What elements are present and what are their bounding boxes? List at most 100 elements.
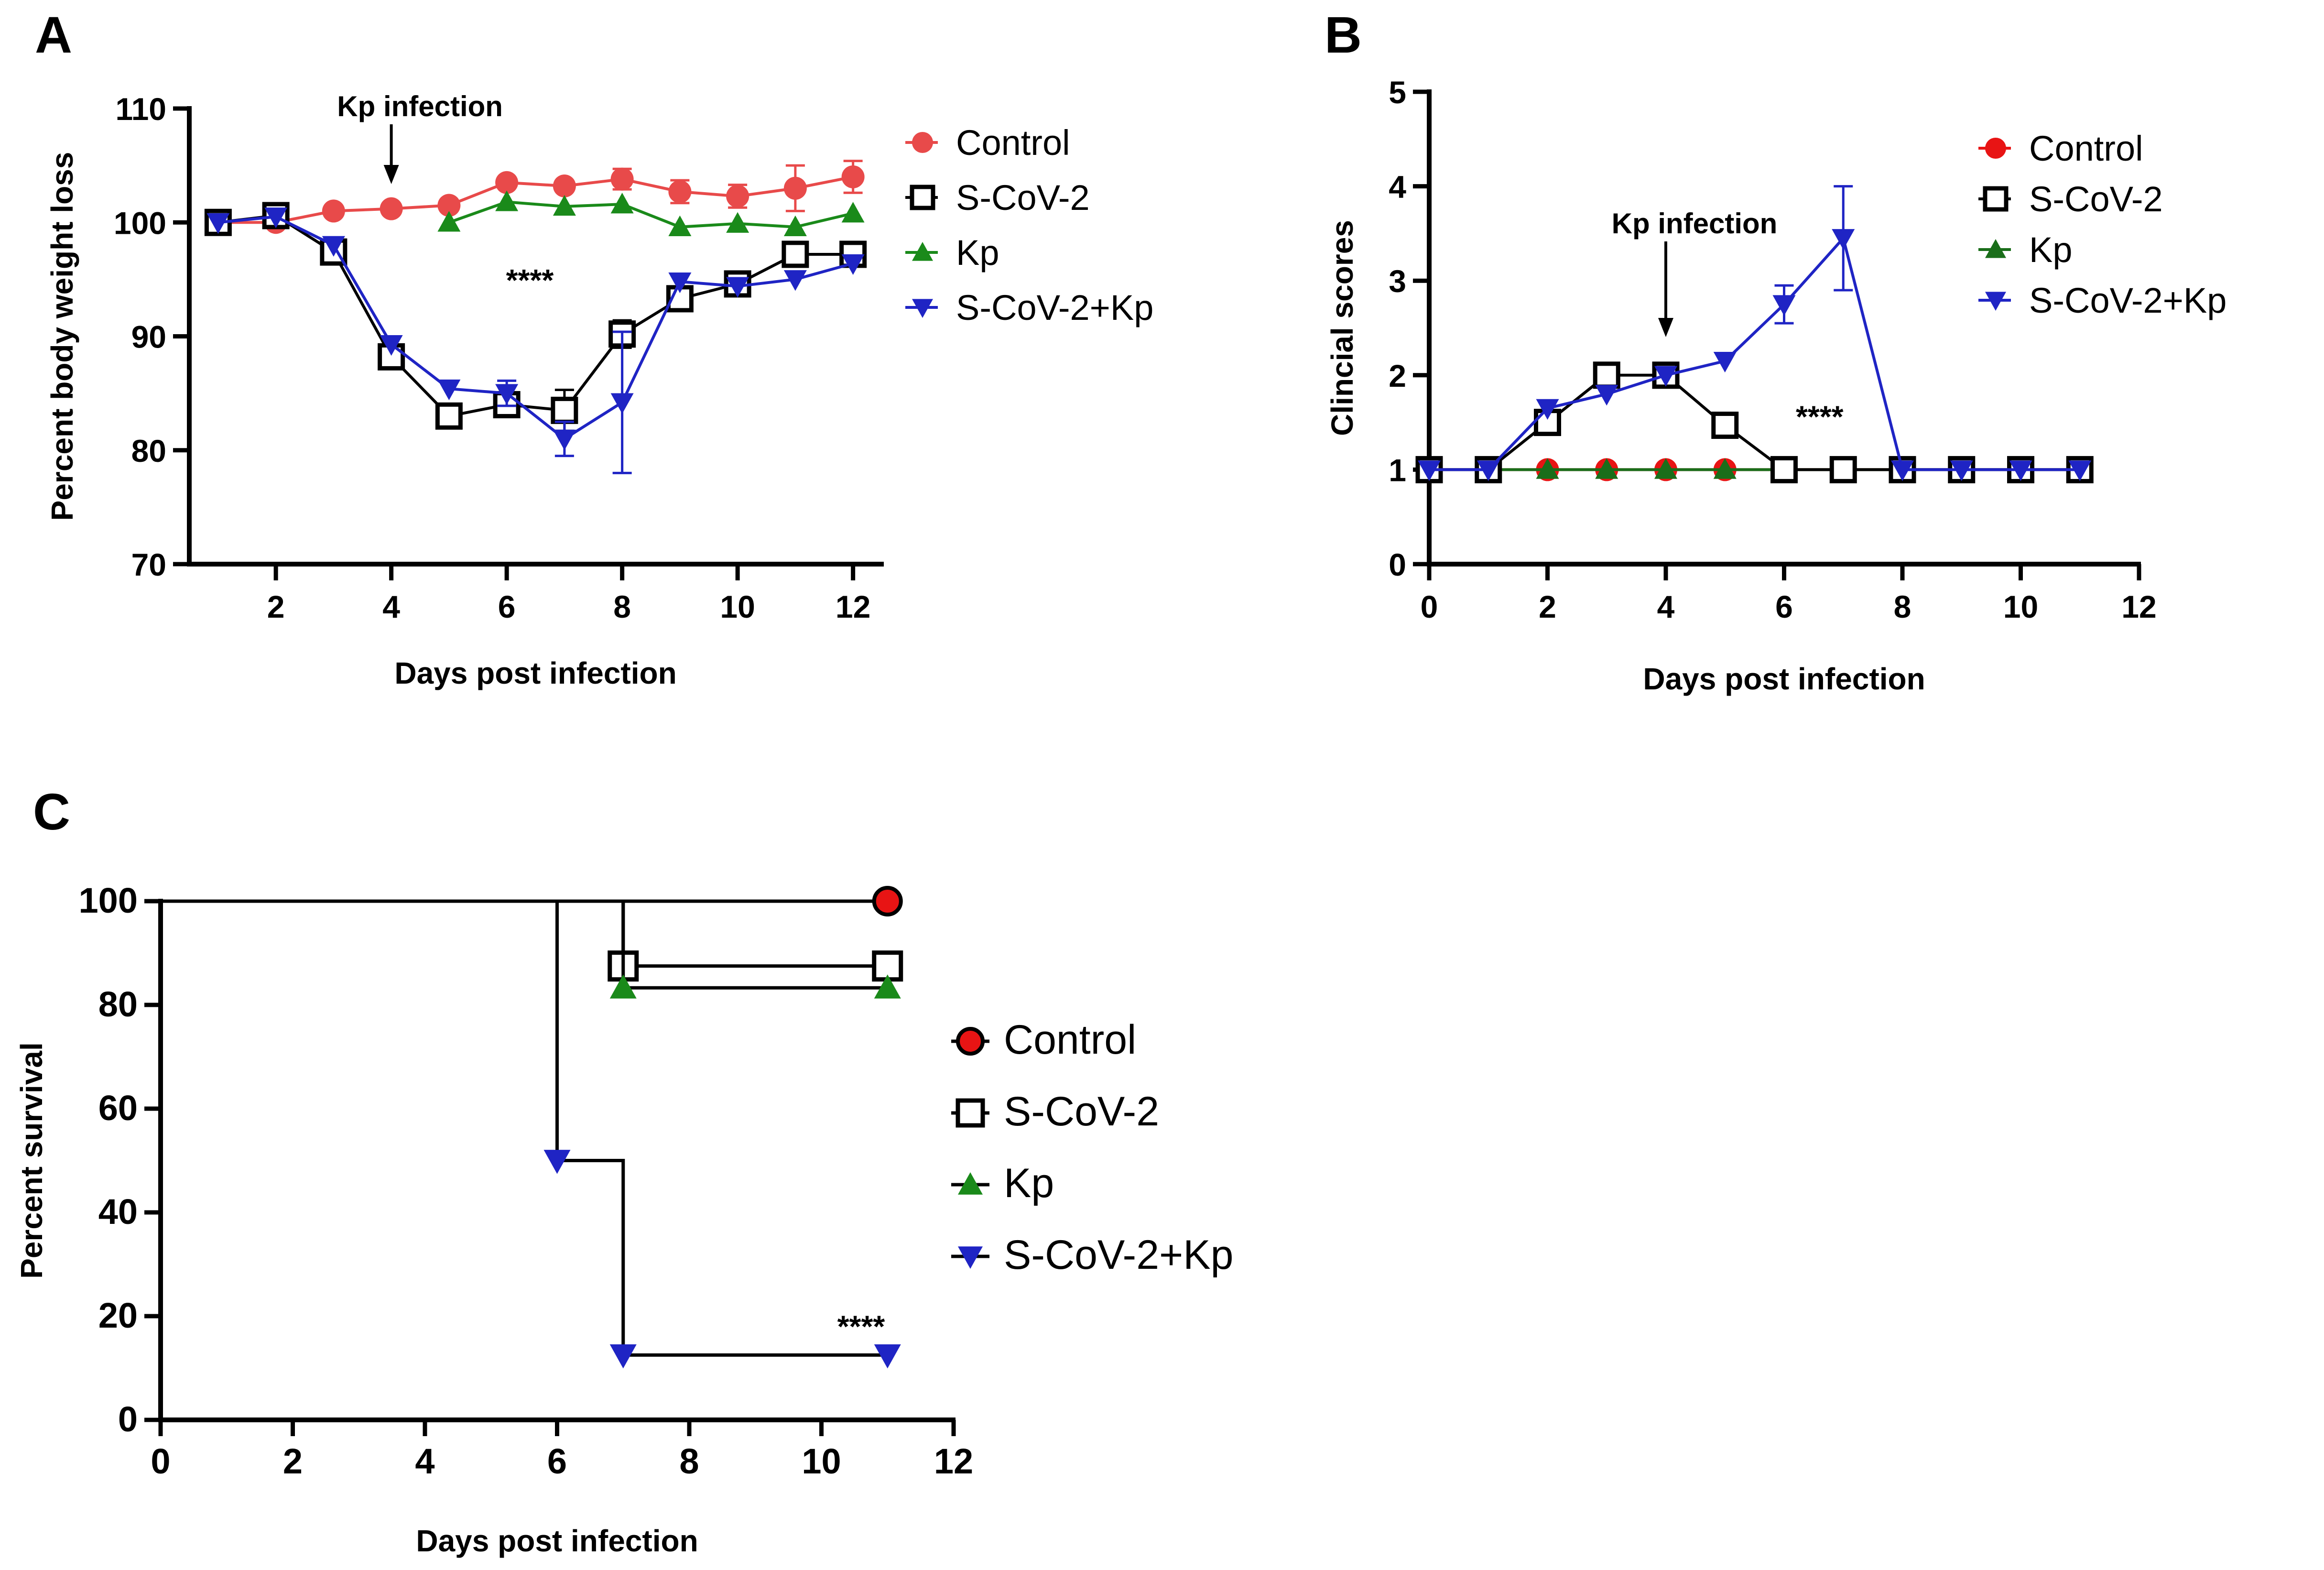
series-s-cov-2 (1415, 361, 2094, 483)
y-tick-label: 100 (79, 881, 138, 920)
y-axis-title: Percent body weight loss (45, 152, 79, 521)
legend-item-control: Control (951, 1017, 1136, 1063)
legend-label: Control (1004, 1017, 1136, 1063)
data-point (783, 176, 807, 200)
x-tick-label: 0 (1421, 589, 1438, 624)
panel-letter: B (1325, 6, 1362, 64)
significance-mark: **** (506, 263, 554, 297)
legend-label: Kp (2029, 230, 2073, 270)
data-point (543, 1150, 571, 1174)
y-tick-label: 1 (1389, 452, 1406, 488)
legend-label: S-CoV-2 (2029, 179, 2163, 219)
series-s-cov-2-kp (1418, 185, 2092, 481)
data-point (610, 393, 634, 414)
data-point (841, 254, 865, 275)
legend: Control S-CoV-2 Kp S-CoV-2+Kp (951, 1017, 1233, 1278)
series-line (448, 200, 854, 229)
legend-item-control: Control (905, 123, 1070, 163)
data-point (1654, 366, 1677, 387)
data-point (872, 886, 903, 916)
legend-label: Control (2029, 129, 2143, 168)
annotation-arrow-head (383, 165, 399, 184)
x-axis-title: Days post infection (1643, 662, 1925, 696)
data-point (1593, 361, 1620, 389)
data-point (841, 165, 865, 188)
data-point (726, 277, 749, 298)
data-point (874, 974, 901, 999)
legend-label: Kp (1004, 1160, 1054, 1206)
x-tick-label: 10 (2003, 589, 2038, 624)
legend-label: S-CoV-2+Kp (956, 288, 1153, 327)
data-point (1536, 458, 1559, 479)
data-point (380, 197, 403, 220)
legend-marker (912, 242, 933, 261)
data-point (495, 171, 519, 194)
data-point (1418, 460, 1441, 481)
legend-marker (956, 1027, 985, 1056)
legend-label: Kp (956, 233, 999, 273)
data-point (1477, 460, 1500, 481)
legend-marker (1983, 186, 2009, 212)
legend-label: S-CoV-2+Kp (1004, 1232, 1233, 1278)
x-tick-label: 12 (2121, 589, 2156, 624)
legend: Control S-CoV-2 Kp S-CoV-2+Kp (905, 123, 1153, 327)
x-tick-label: 12 (934, 1441, 973, 1481)
data-point (1654, 458, 1677, 479)
data-point (609, 974, 637, 999)
y-tick-label: 70 (131, 547, 166, 582)
legend-marker (958, 1246, 983, 1269)
y-tick-label: 90 (131, 319, 166, 355)
x-tick-label: 0 (151, 1441, 170, 1481)
x-tick-label: 10 (802, 1441, 841, 1481)
data-point (2068, 460, 2092, 481)
panel-letter: A (35, 6, 72, 64)
legend-item-s-cov-2-kp: S-CoV-2+Kp (905, 288, 1153, 327)
legend-item-s-cov-2: S-CoV-2 (951, 1089, 1159, 1134)
series-line (161, 899, 888, 1357)
panel-letter: C (33, 783, 70, 840)
data-point (495, 384, 519, 405)
series-line (1429, 235, 2080, 471)
legend-marker (956, 1098, 985, 1128)
y-tick-label: 5 (1389, 75, 1406, 110)
data-point (553, 174, 576, 198)
series-kp (161, 899, 901, 999)
x-tick-label: 2 (283, 1441, 303, 1481)
data-point (264, 207, 288, 229)
kp-infection-annotation: Kp infection (337, 90, 503, 122)
legend-item-s-cov-2-kp: S-CoV-2+Kp (1978, 281, 2226, 320)
y-tick-label: 100 (114, 205, 166, 240)
y-tick-label: 60 (98, 1088, 138, 1128)
data-point (1713, 351, 1737, 373)
x-tick-label: 8 (1894, 589, 1911, 624)
y-tick-label: 40 (98, 1192, 138, 1232)
data-point (1713, 458, 1737, 479)
legend: Control S-CoV-2 Kp S-CoV-2+Kp (1978, 129, 2226, 320)
legend-item-s-cov-2-kp: S-CoV-2+Kp (951, 1232, 1233, 1278)
data-point (668, 180, 692, 203)
data-point (726, 212, 749, 233)
series-line (218, 215, 854, 441)
y-tick-label: 2 (1389, 358, 1406, 393)
data-point (610, 193, 634, 214)
legend-label: S-CoV-2+Kp (2029, 281, 2226, 320)
x-tick-label: 8 (613, 589, 631, 624)
data-point (437, 379, 461, 401)
legend-label: S-CoV-2 (1004, 1089, 1159, 1134)
data-point (841, 202, 865, 223)
data-point (551, 396, 578, 424)
legend-item-s-cov-2: S-CoV-2 (905, 178, 1090, 218)
legend-item-control: Control (1978, 129, 2143, 168)
data-point (437, 211, 461, 232)
y-tick-label: 110 (116, 91, 166, 127)
data-point (1891, 460, 1914, 481)
panel-c: C 0 20 40 60 80 100 0 2 4 6 8 10 12 Days post infectio… (14, 783, 1233, 1558)
data-point (435, 402, 463, 430)
data-point (380, 335, 403, 356)
data-point (1711, 412, 1739, 439)
significance-mark: **** (1796, 399, 1844, 434)
y-axis-title: Percent survival (14, 1042, 49, 1279)
series-s-cov-2-kp (161, 899, 901, 1369)
legend-item-kp: Kp (1978, 230, 2073, 270)
